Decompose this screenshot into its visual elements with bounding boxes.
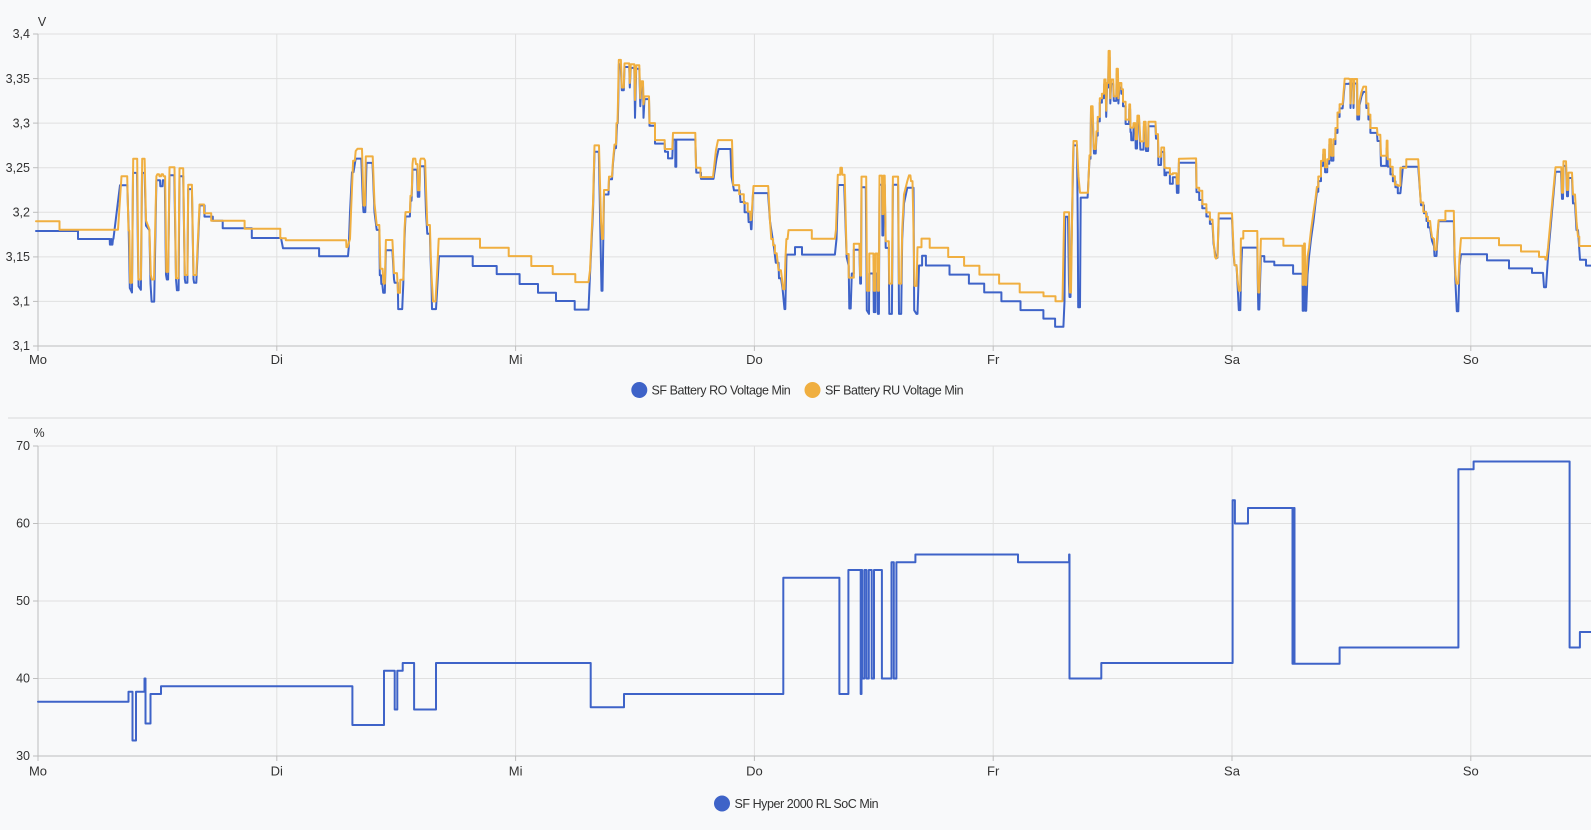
svg-text:3,1: 3,1 — [13, 339, 30, 353]
svg-text:3,25: 3,25 — [6, 161, 30, 175]
svg-text:So: So — [1463, 352, 1479, 367]
svg-text:40: 40 — [16, 672, 30, 686]
svg-text:%: % — [33, 426, 44, 440]
svg-text:So: So — [1463, 764, 1479, 779]
svg-text:Do: Do — [746, 352, 763, 367]
svg-text:Mi: Mi — [509, 764, 523, 779]
svg-text:V: V — [38, 15, 47, 29]
svg-text:Mo: Mo — [29, 764, 47, 779]
svg-text:3,2: 3,2 — [13, 206, 30, 220]
svg-text:Di: Di — [271, 764, 283, 779]
svg-text:60: 60 — [16, 517, 30, 531]
svg-text:Mo: Mo — [29, 352, 47, 367]
svg-text:SF Hyper 2000 RL SoC Min: SF Hyper 2000 RL SoC Min — [735, 797, 879, 811]
svg-text:Sa: Sa — [1224, 352, 1241, 367]
svg-text:50: 50 — [16, 594, 30, 608]
svg-text:70: 70 — [16, 439, 30, 453]
svg-text:Sa: Sa — [1224, 764, 1241, 779]
svg-text:30: 30 — [16, 749, 30, 763]
svg-text:Do: Do — [746, 764, 763, 779]
svg-text:SF Battery RU Voltage Min: SF Battery RU Voltage Min — [825, 384, 964, 398]
svg-text:3,1: 3,1 — [13, 295, 30, 309]
svg-text:Di: Di — [271, 352, 283, 367]
svg-text:Fr: Fr — [987, 352, 1000, 367]
svg-text:Fr: Fr — [987, 764, 1000, 779]
svg-text:3,15: 3,15 — [6, 250, 30, 264]
svg-text:3,35: 3,35 — [6, 72, 30, 86]
svg-text:3,4: 3,4 — [13, 27, 30, 41]
svg-text:SF Battery RO Voltage Min: SF Battery RO Voltage Min — [652, 384, 791, 398]
svg-text:Mi: Mi — [509, 352, 523, 367]
svg-text:3,3: 3,3 — [13, 116, 30, 130]
